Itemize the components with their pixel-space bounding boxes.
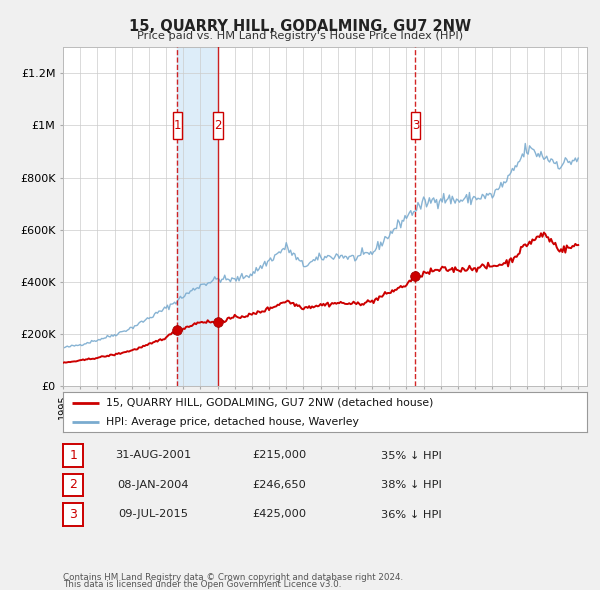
Text: 38% ↓ HPI: 38% ↓ HPI <box>380 480 442 490</box>
Text: 1: 1 <box>69 449 77 462</box>
Text: £246,650: £246,650 <box>252 480 306 490</box>
Text: £425,000: £425,000 <box>252 510 306 519</box>
FancyBboxPatch shape <box>173 113 182 139</box>
Text: 2: 2 <box>214 119 222 132</box>
Text: 36% ↓ HPI: 36% ↓ HPI <box>380 510 442 519</box>
Text: 1: 1 <box>174 119 181 132</box>
Text: 3: 3 <box>69 508 77 521</box>
Text: HPI: Average price, detached house, Waverley: HPI: Average price, detached house, Wave… <box>106 417 359 427</box>
FancyBboxPatch shape <box>213 113 223 139</box>
Text: 15, QUARRY HILL, GODALMING, GU7 2NW (detached house): 15, QUARRY HILL, GODALMING, GU7 2NW (det… <box>106 398 433 408</box>
Text: 15, QUARRY HILL, GODALMING, GU7 2NW: 15, QUARRY HILL, GODALMING, GU7 2NW <box>129 19 471 34</box>
FancyBboxPatch shape <box>410 113 420 139</box>
Text: £215,000: £215,000 <box>252 451 306 460</box>
Text: 09-JUL-2015: 09-JUL-2015 <box>118 510 188 519</box>
Text: 31-AUG-2001: 31-AUG-2001 <box>115 451 191 460</box>
Text: Contains HM Land Registry data © Crown copyright and database right 2024.: Contains HM Land Registry data © Crown c… <box>63 573 403 582</box>
Text: This data is licensed under the Open Government Licence v3.0.: This data is licensed under the Open Gov… <box>63 581 341 589</box>
Text: 35% ↓ HPI: 35% ↓ HPI <box>380 451 442 460</box>
Text: 08-JAN-2004: 08-JAN-2004 <box>117 480 189 490</box>
Text: 2: 2 <box>69 478 77 491</box>
Text: Price paid vs. HM Land Registry's House Price Index (HPI): Price paid vs. HM Land Registry's House … <box>137 31 463 41</box>
Bar <box>178 47 218 386</box>
Text: 3: 3 <box>412 119 419 132</box>
